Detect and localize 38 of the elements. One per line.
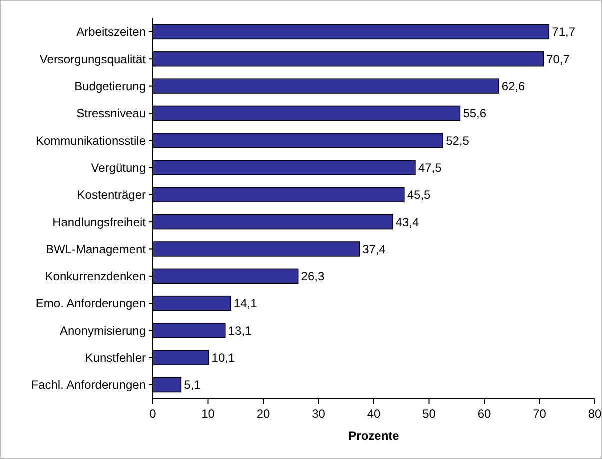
data-label: 14,1 [234, 296, 258, 311]
data-label: 52,5 [446, 134, 470, 148]
x-tick-label: 70 [533, 407, 547, 421]
data-label: 37,4 [362, 242, 386, 256]
y-tick-label: Anonymisierung [60, 324, 146, 338]
data-label: 26,3 [301, 270, 325, 284]
x-tick-label: 0 [150, 407, 157, 421]
x-tick-label: 50 [422, 407, 436, 421]
y-tick-label: Arbeitszeiten [76, 25, 146, 40]
y-tick-label: Versorgungsqualität [40, 52, 147, 66]
y-tick-label: Kunstfehler [85, 351, 146, 366]
y-tick-label: Handlungsfreiheit [52, 215, 147, 230]
data-label: 62,6 [502, 80, 526, 94]
y-tick-label: Vergütung [91, 160, 146, 175]
x-tick-label: 10 [202, 407, 216, 421]
x-tick-label: 20 [256, 407, 270, 421]
x-tick-label: 30 [312, 407, 326, 421]
x-tick-label: 40 [367, 407, 381, 421]
y-tick-label: Kommunikationsstile [36, 134, 146, 148]
x-tick-label: 60 [478, 407, 492, 421]
y-tick-label: Emo. Anforderungen [36, 296, 146, 311]
data-label: 47,5 [418, 160, 442, 175]
x-tick-label: 80 [588, 407, 602, 421]
y-tick-label: Fachl. Anforderungen [31, 378, 146, 392]
data-label: 13,1 [228, 324, 252, 338]
y-tick-label: Budgetierung [74, 80, 146, 94]
data-label: 5,1 [184, 378, 202, 392]
y-tick-label: BWL-Management [46, 242, 147, 256]
data-label: 55,6 [463, 106, 487, 121]
data-label: 43,4 [396, 215, 420, 230]
y-tick-label: Konkurrenzdenken [45, 270, 146, 284]
data-label: 71,7 [552, 25, 576, 40]
y-tick-label: Stressniveau [76, 106, 146, 121]
data-label: 70,7 [546, 52, 570, 66]
x-axis-title: Prozente [348, 429, 400, 443]
data-label: 45,5 [407, 188, 432, 202]
data-label: 10,1 [212, 351, 236, 366]
y-tick-label: Kostenträger [77, 188, 146, 202]
